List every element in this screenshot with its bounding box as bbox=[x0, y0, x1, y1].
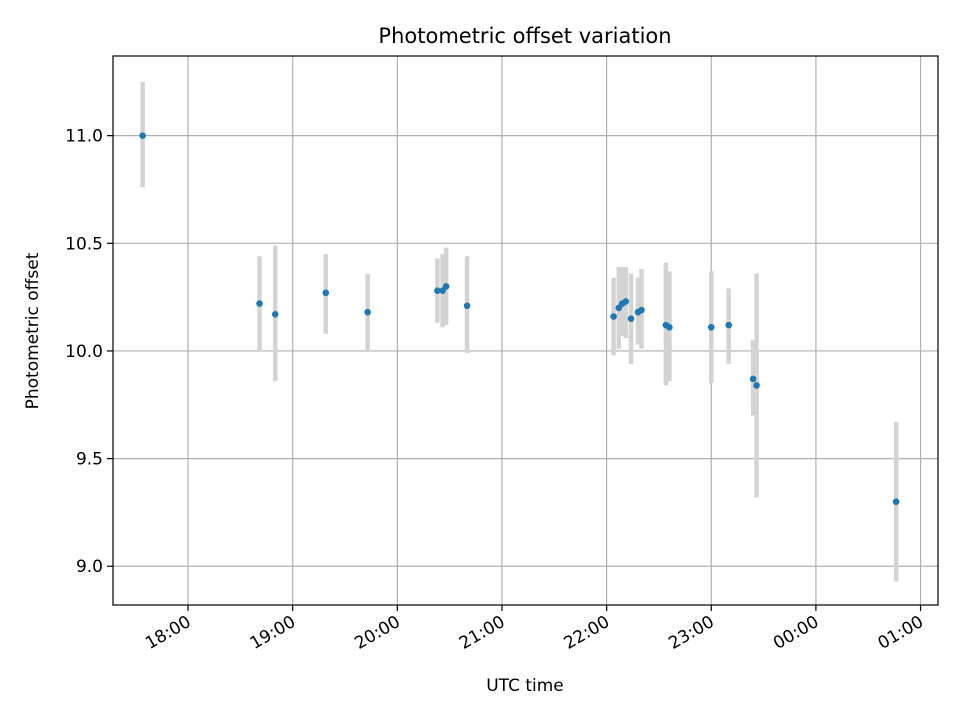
y-tick-label: 9.0 bbox=[76, 557, 103, 577]
data-point bbox=[610, 313, 617, 320]
data-point bbox=[749, 375, 757, 383]
data-point bbox=[638, 306, 645, 314]
y-tick-label: 10.0 bbox=[65, 342, 103, 362]
chart-title: Photometric offset variation bbox=[378, 24, 671, 48]
y-tick-label: 9.5 bbox=[76, 450, 103, 470]
y-tick-label: 11.0 bbox=[65, 127, 103, 147]
data-point bbox=[666, 323, 673, 331]
data-point bbox=[753, 382, 760, 389]
plot-area bbox=[113, 56, 938, 605]
plot-frame bbox=[112, 55, 939, 606]
data-point bbox=[364, 308, 371, 316]
data-point bbox=[463, 302, 471, 310]
x-axis-title: UTC time bbox=[486, 676, 564, 696]
data-point bbox=[725, 321, 732, 329]
data-point bbox=[271, 311, 279, 318]
data-point bbox=[434, 287, 441, 294]
y-axis-title: Photometric offset bbox=[23, 252, 43, 409]
data-point bbox=[442, 283, 450, 290]
data-point bbox=[139, 132, 146, 139]
y-tick-label: 10.5 bbox=[65, 234, 103, 254]
data-point bbox=[707, 323, 715, 331]
data-point bbox=[627, 315, 635, 322]
y-axis-ticks: 9.0 9.5 10.0 10.5 11.0 bbox=[65, 127, 113, 577]
data-point bbox=[622, 298, 630, 305]
data-point bbox=[892, 498, 900, 505]
data-point bbox=[256, 300, 263, 307]
data-point bbox=[322, 289, 330, 297]
data-points bbox=[139, 132, 900, 505]
